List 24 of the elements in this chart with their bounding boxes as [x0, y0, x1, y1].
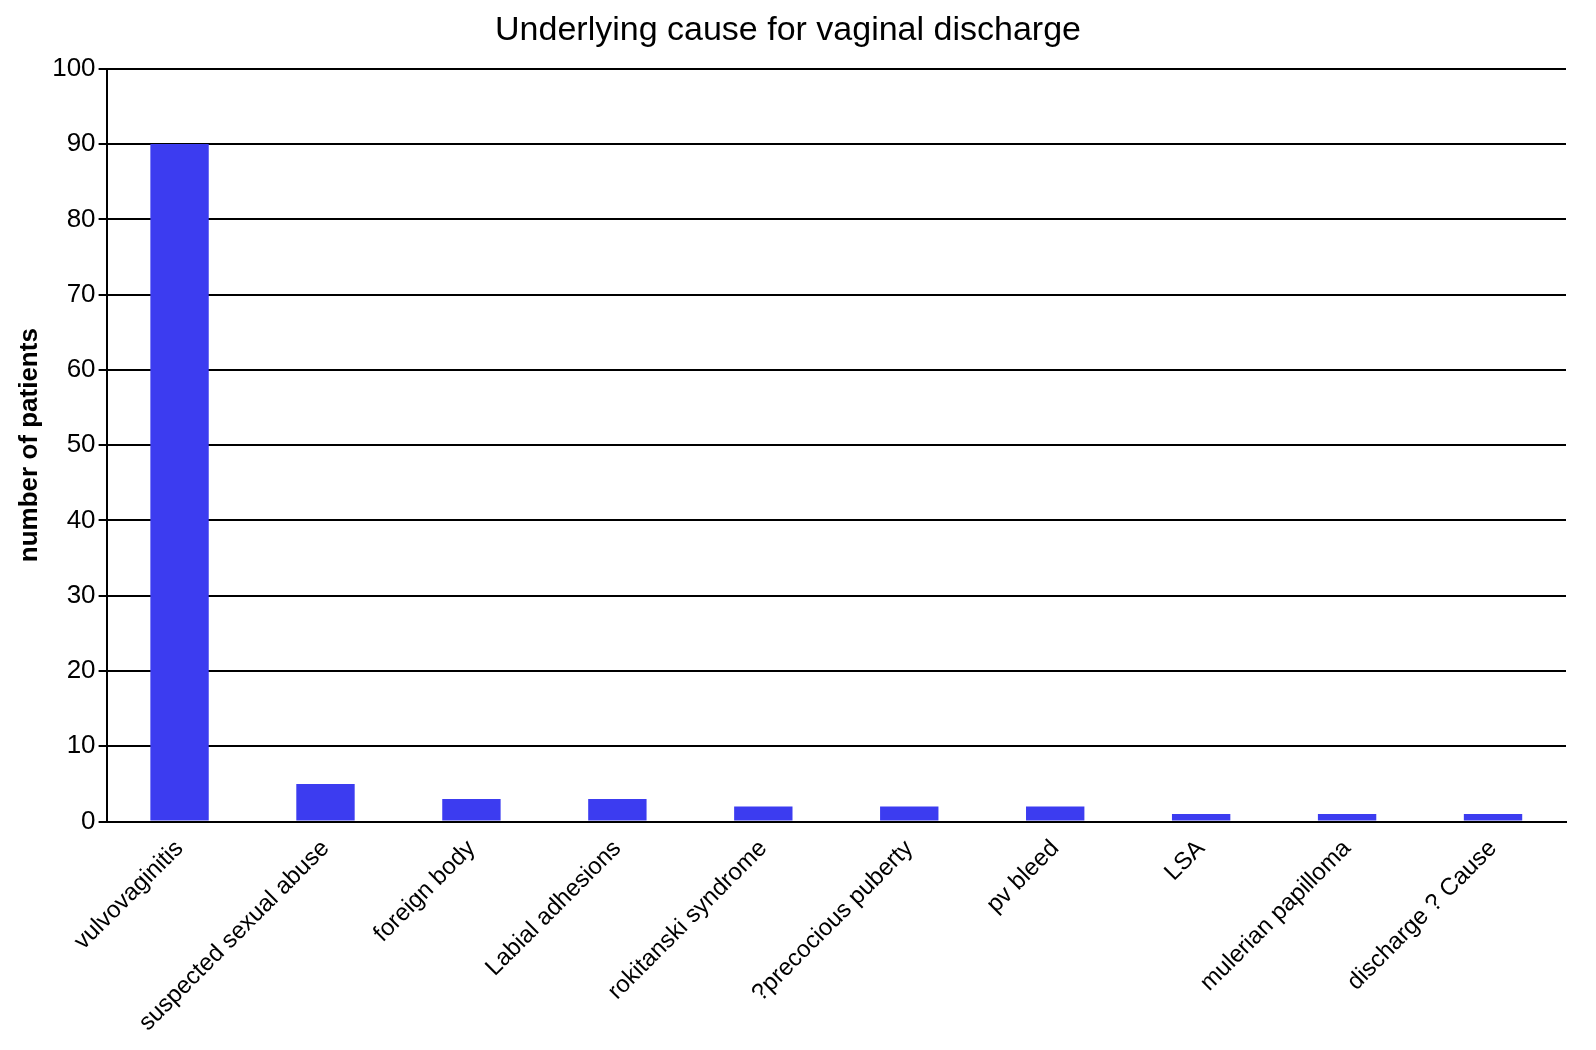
y-tick-label: 100: [52, 51, 96, 82]
bar: [1026, 806, 1085, 821]
chart-title: Underlying cause for vaginal discharge: [495, 8, 1081, 47]
y-tick-label: 30: [66, 578, 96, 609]
y-tick-label: 90: [66, 127, 96, 158]
x-tick-label: LSA: [1158, 833, 1210, 886]
bar: [442, 798, 501, 821]
bar: [150, 144, 209, 821]
y-axis-title: number of patients: [12, 328, 43, 563]
y-tick-label: 70: [66, 277, 96, 308]
y-tick-label: 20: [66, 654, 96, 685]
bar: [588, 798, 647, 821]
y-tick-label: 80: [66, 202, 96, 233]
bar: [734, 806, 793, 821]
y-tick-label: 50: [66, 428, 96, 459]
bar: [1317, 814, 1377, 821]
y-tick-label: 0: [81, 804, 96, 835]
bar: [1171, 814, 1231, 821]
bar: [296, 783, 355, 821]
bar: [1463, 814, 1523, 821]
y-tick-label: 60: [66, 353, 96, 384]
y-tick-label: 10: [66, 729, 96, 760]
bar: [880, 806, 939, 821]
y-tick-label: 40: [66, 503, 96, 534]
